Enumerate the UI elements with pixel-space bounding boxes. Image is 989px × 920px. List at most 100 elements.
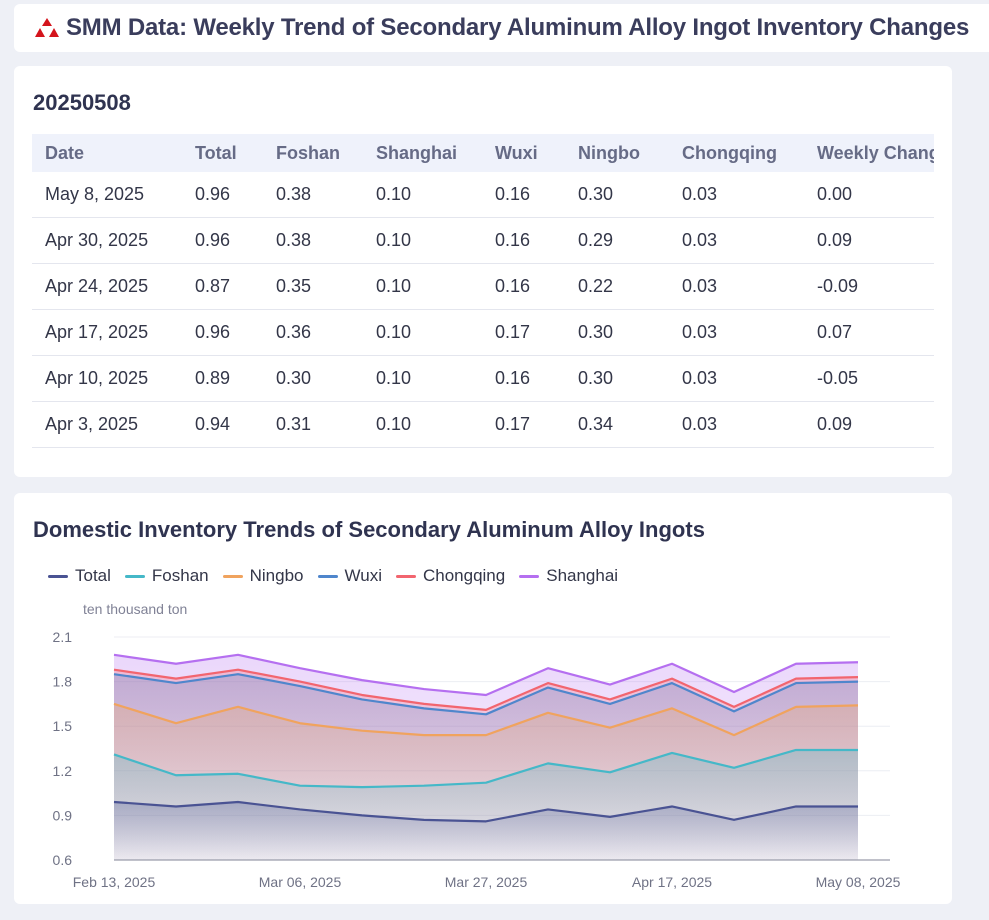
table-cell: 0.34 <box>565 401 669 448</box>
legend-label: Shanghai <box>546 566 619 585</box>
table-cell: Apr 30, 2025 <box>32 217 182 264</box>
x-tick-label: May 08, 2025 <box>816 874 901 890</box>
x-tick-label: Mar 06, 2025 <box>259 874 342 890</box>
table-scroll-area[interactable]: Date Total Foshan Shanghai Wuxi Ningbo C… <box>32 134 934 448</box>
table-cell: -0.05 <box>804 355 934 402</box>
legend-label: Ningbo <box>249 566 304 585</box>
table-cell: 0.30 <box>565 309 669 356</box>
table-cell: 0.16 <box>482 217 565 264</box>
table-row: May 8, 2025 0.96 0.38 0.10 0.16 0.30 0.03 0.00 <box>32 172 934 218</box>
column-header-ningbo[interactable]: Ningbo <box>565 134 669 172</box>
table-row: Apr 17, 2025 0.96 0.36 0.10 0.17 0.30 0.03 0.07 <box>32 309 934 356</box>
title-card: SMM Data: Weekly Trend of Secondary Alum… <box>14 4 989 52</box>
series-line-total[interactable] <box>113 800 858 823</box>
table-cell: 0.94 <box>182 401 263 448</box>
legend-label: Chongqing <box>422 566 506 585</box>
column-header-foshan[interactable]: Foshan <box>263 134 363 172</box>
legend-label: Wuxi <box>344 566 382 585</box>
table-cell: 0.16 <box>482 263 565 310</box>
table-cell: 0.96 <box>182 217 263 264</box>
table-row: Apr 3, 2025 0.94 0.31 0.10 0.17 0.34 0.03 0.09 <box>32 401 934 448</box>
column-header-total[interactable]: Total <box>182 134 263 172</box>
table-row: Apr 30, 2025 0.96 0.38 0.10 0.16 0.29 0.03 0.09 <box>32 217 934 264</box>
table-cell: 0.30 <box>565 172 669 218</box>
table-cell: 0.09 <box>804 401 934 448</box>
column-header-date[interactable]: Date <box>32 134 182 172</box>
column-header-wuxi[interactable]: Wuxi <box>482 134 565 172</box>
table-cell: 0.31 <box>263 401 363 448</box>
table-cell: 0.16 <box>482 172 565 218</box>
legend-swatch <box>519 574 540 578</box>
table-cell: 0.03 <box>669 217 804 264</box>
table-cell: 0.29 <box>565 217 669 264</box>
x-tick-label: Feb 13, 2025 <box>73 874 156 890</box>
table-cell: 0.38 <box>263 217 363 264</box>
smm-logo-icon <box>35 18 59 37</box>
table-cell: 0.10 <box>363 309 482 356</box>
y-tick-label: 1.5 <box>53 718 73 734</box>
table-cell: 0.10 <box>363 217 482 264</box>
y-axis-unit-label: ten thousand ton <box>83 601 188 617</box>
table-cell: 0.36 <box>263 309 363 356</box>
series-line-wuxi[interactable] <box>113 673 859 716</box>
table-cell: 0.10 <box>363 263 482 310</box>
table-cell: 0.03 <box>669 309 804 356</box>
legend-item-ningbo[interactable]: Ningbo <box>222 566 304 586</box>
y-tick-label: 1.2 <box>53 763 73 779</box>
table-header-row: Date Total Foshan Shanghai Wuxi Ningbo C… <box>32 134 934 172</box>
table-cell: 0.30 <box>565 355 669 402</box>
table-cell: 0.07 <box>804 309 934 356</box>
legend-swatch <box>317 574 338 578</box>
x-tick-label: Apr 17, 2025 <box>632 874 712 890</box>
table-cell: Apr 17, 2025 <box>32 309 182 356</box>
legend-swatch <box>222 574 243 578</box>
legend-item-wuxi[interactable]: Wuxi <box>317 566 382 586</box>
table-cell: 0.38 <box>263 172 363 218</box>
legend-label: Foshan <box>151 566 209 585</box>
legend-item-shanghai[interactable]: Shanghai <box>519 566 618 586</box>
table-cell: 0.10 <box>363 401 482 448</box>
legend-item-total[interactable]: Total <box>48 566 111 586</box>
page-title: SMM Data: Weekly Trend of Secondary Alum… <box>66 14 970 41</box>
table-cell: 0.17 <box>482 309 565 356</box>
legend-swatch <box>48 574 68 578</box>
column-header-chongqing[interactable]: Chongqing <box>669 134 804 172</box>
table-cell: 0.03 <box>669 263 804 310</box>
table-cell: 0.10 <box>363 172 482 218</box>
table-cell: Apr 24, 2025 <box>32 263 182 310</box>
table-cell: 0.00 <box>804 172 934 218</box>
chart-title: Domestic Inventory Trends of Secondary A… <box>33 517 705 542</box>
legend-item-chongqing[interactable]: Chongqing <box>395 566 506 586</box>
inventory-area-chart: 0.6 0.9 1.2 1.5 1.8 2.1 Feb 13, 2025 Mar 06, 20… <box>53 629 901 890</box>
y-tick-label: 0.9 <box>53 807 73 823</box>
table-cell: 0.03 <box>669 172 804 218</box>
table-cell: Apr 3, 2025 <box>32 401 182 448</box>
table-cell: -0.09 <box>804 263 934 310</box>
series-line-foshan[interactable] <box>113 748 858 789</box>
legend-item-foshan[interactable]: Foshan <box>124 566 209 586</box>
table-cell: Apr 10, 2025 <box>32 355 182 402</box>
series-line-shanghai[interactable] <box>113 653 859 697</box>
chart-card: Domestic Inventory Trends of Secondary A… <box>14 493 952 904</box>
table-cell: 0.89 <box>182 355 263 402</box>
inventory-table: Date Total Foshan Shanghai Wuxi Ningbo C… <box>32 134 934 448</box>
legend-swatch <box>124 574 145 578</box>
table-cell: 0.17 <box>482 401 565 448</box>
column-header-shanghai[interactable]: Shanghai <box>363 134 482 172</box>
table-cell: 0.03 <box>669 401 804 448</box>
legend-swatch <box>395 574 416 578</box>
y-tick-label: 1.8 <box>53 674 73 690</box>
table-cell: 0.87 <box>182 263 263 310</box>
series-line-chongqing[interactable] <box>113 668 859 711</box>
legend-label: Total <box>75 566 111 585</box>
x-tick-label: Mar 27, 2025 <box>445 874 528 890</box>
series-line-ningbo[interactable] <box>113 702 859 737</box>
column-header-weekly-change[interactable]: Weekly Change <box>804 134 934 172</box>
table-cell: 0.22 <box>565 263 669 310</box>
table-cell: 0.96 <box>182 309 263 356</box>
table-cell: 0.96 <box>182 172 263 218</box>
table-cell: 0.09 <box>804 217 934 264</box>
table-cell: 0.16 <box>482 355 565 402</box>
area-total <box>114 802 858 860</box>
table-cell: 0.10 <box>363 355 482 402</box>
